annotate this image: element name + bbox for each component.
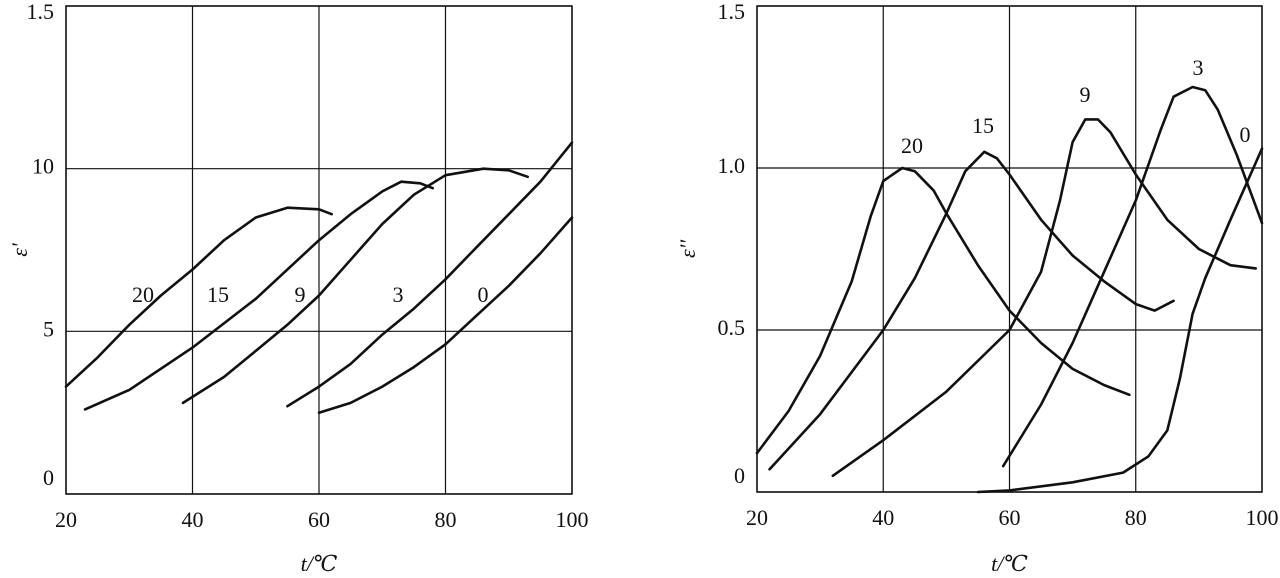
y-axis-label: ε'' xyxy=(675,240,700,258)
y-tick-label: 0.5 xyxy=(718,315,746,340)
y-axis-label: ε' xyxy=(7,243,32,257)
y-tick-label: 1.5 xyxy=(27,0,55,24)
x-tick-label: 100 xyxy=(556,507,589,532)
series-label: 15 xyxy=(972,113,994,138)
data-line xyxy=(317,216,574,414)
series-label: 20 xyxy=(901,133,923,158)
y-tick-label: 1.5 xyxy=(718,0,746,24)
data-line xyxy=(181,167,529,405)
series-label: 3 xyxy=(1193,55,1204,80)
x-tick-label: 40 xyxy=(182,507,204,532)
x-axis-label: t/℃ xyxy=(301,551,338,576)
series-label: 9 xyxy=(1080,82,1091,107)
data-line xyxy=(83,180,435,411)
y-tick-label: 10 xyxy=(32,154,54,179)
data-line xyxy=(976,147,1264,494)
y-tick-label: 0 xyxy=(734,463,745,488)
x-tick-label: 80 xyxy=(1125,505,1147,530)
data-line xyxy=(768,150,1175,471)
series-label: 0 xyxy=(1240,122,1251,147)
data-line xyxy=(286,141,574,408)
x-axis-label: t/℃ xyxy=(991,551,1028,576)
y-tick-label: 5 xyxy=(43,316,54,341)
x-tick-label: 60 xyxy=(308,507,330,532)
x-tick-label: 60 xyxy=(999,505,1021,530)
series-label: 3 xyxy=(393,282,404,307)
data-line xyxy=(831,118,1257,478)
x-tick-label: 20 xyxy=(746,505,768,530)
series-label: 15 xyxy=(207,282,229,307)
series-label: 9 xyxy=(295,282,306,307)
x-tick-label: 40 xyxy=(872,505,894,530)
x-tick-label: 20 xyxy=(55,507,77,532)
series-label: 0 xyxy=(478,282,489,307)
data-line xyxy=(64,206,333,388)
y-tick-label: 1.0 xyxy=(718,153,746,178)
x-tick-label: 100 xyxy=(1246,505,1279,530)
plot-frame xyxy=(65,5,573,495)
x-tick-label: 80 xyxy=(435,507,457,532)
data-line xyxy=(1001,85,1264,468)
plot-frame xyxy=(756,5,1263,493)
y-tick-label: 0 xyxy=(43,465,54,490)
data-line xyxy=(755,166,1131,455)
series-label: 20 xyxy=(132,282,154,307)
